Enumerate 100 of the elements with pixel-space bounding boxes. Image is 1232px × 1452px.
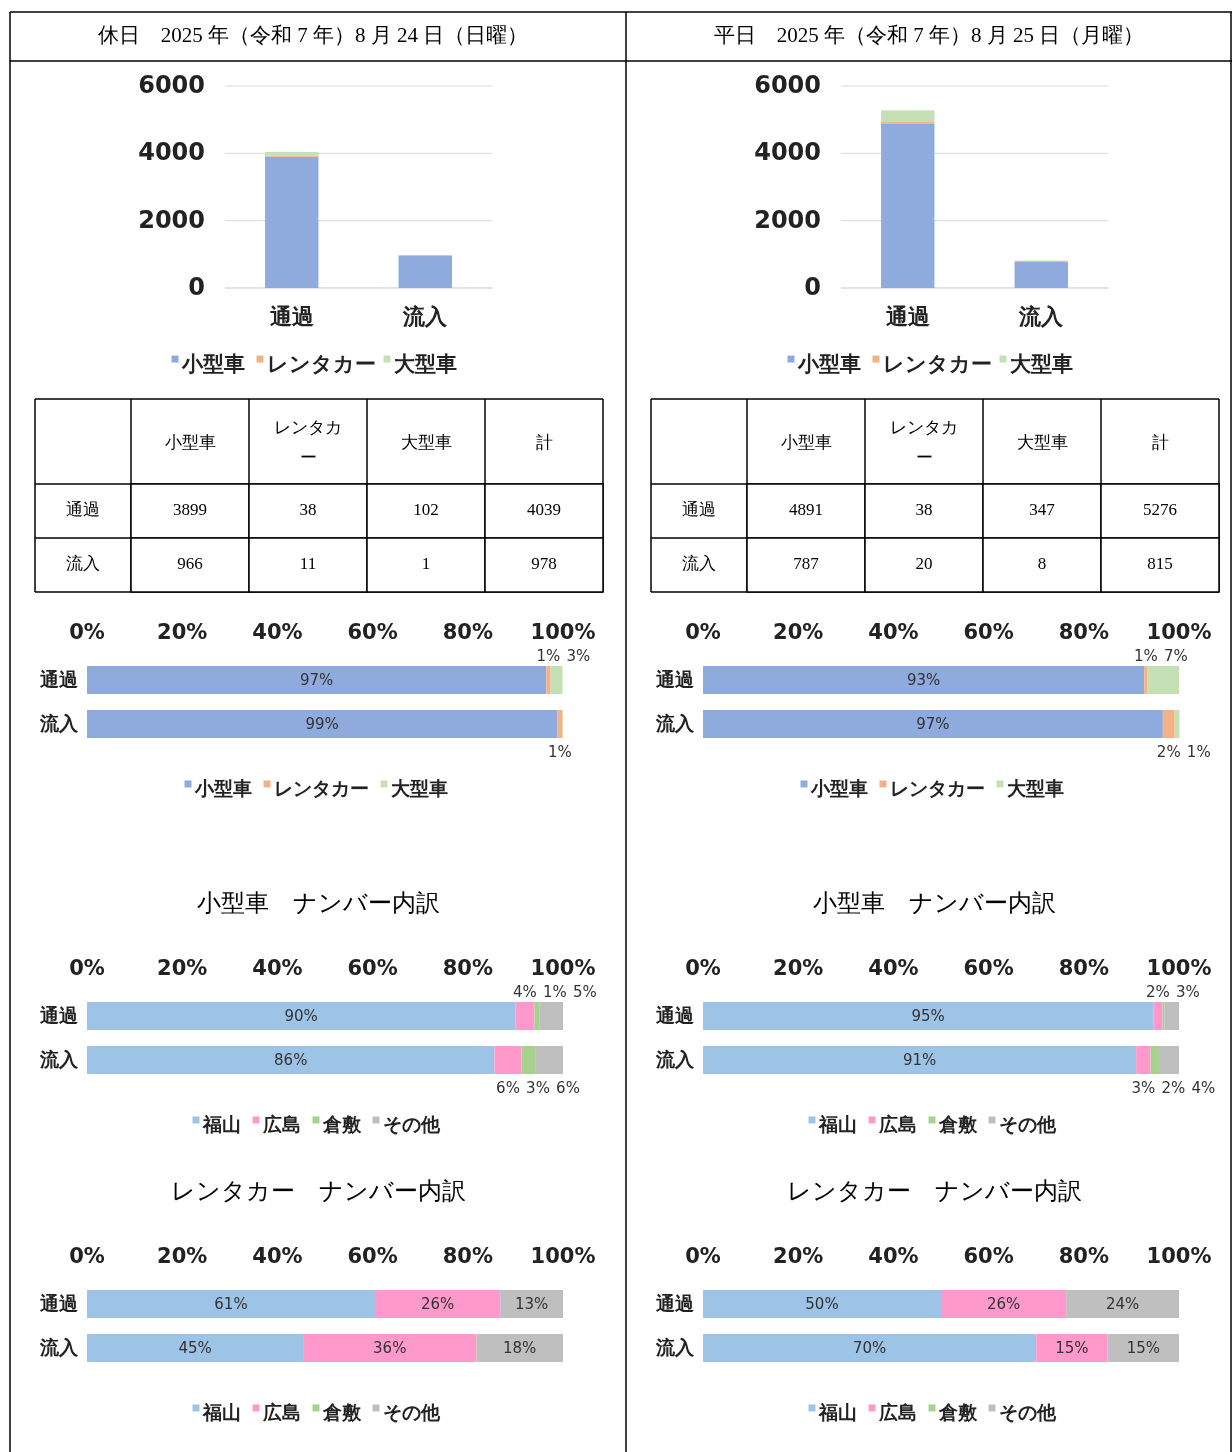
- x-tick-label: 通過: [884, 304, 930, 329]
- bar: [703, 1046, 1137, 1074]
- legend-label: 倉敷: [937, 1400, 978, 1423]
- legend-label: 福山: [201, 1400, 241, 1423]
- x-tick-label: 20%: [773, 1244, 824, 1268]
- bar: [1107, 1334, 1179, 1362]
- y-tick-label: 通過: [655, 667, 695, 690]
- bar: [87, 1002, 516, 1030]
- x-tick-label: 80%: [442, 1244, 493, 1268]
- bar: [941, 1290, 1067, 1318]
- data-label: 3%: [566, 646, 591, 665]
- data-label: 18%: [503, 1338, 537, 1357]
- y-tick-label: 2000: [754, 205, 821, 234]
- y-tick-label: 通過: [655, 1291, 695, 1314]
- legend-label: 福山: [817, 1112, 857, 1135]
- x-tick-label: 60%: [347, 956, 398, 980]
- bar: [265, 156, 319, 288]
- y-tick-label: 4000: [138, 138, 205, 167]
- legend-label: 小型車: [193, 776, 252, 799]
- bar: [1153, 1002, 1163, 1030]
- y-tick-label: 通過: [39, 1291, 79, 1314]
- legend-label: レンタカー: [266, 352, 376, 376]
- x-tick-label: 40%: [252, 620, 303, 644]
- data-label: 347: [1029, 499, 1056, 519]
- x-tick-label: 小型車: [780, 433, 832, 452]
- data-label: 97%: [916, 714, 950, 733]
- legend-label: レンタカー: [273, 776, 369, 799]
- bar: [1036, 1334, 1108, 1362]
- bar: [87, 1290, 375, 1318]
- chart-title: 平日 2025 年（令和 7 年）8 月 25 日（月曜）: [713, 22, 1145, 47]
- legend-label: 広島: [877, 1112, 917, 1135]
- x-tick-label: 40%: [868, 956, 919, 980]
- x-tick-label: 40%: [252, 956, 303, 980]
- x-tick-label: 80%: [1058, 620, 1109, 644]
- legend-label: 小型車: [180, 352, 245, 376]
- data-label: 6%: [496, 1078, 520, 1097]
- x-tick-label: 計: [1151, 433, 1169, 452]
- y-tick-label: 通過: [39, 667, 79, 690]
- bar: [535, 1046, 563, 1074]
- x-tick-label: 60%: [963, 1244, 1014, 1268]
- data-label: 15%: [1055, 1338, 1089, 1357]
- x-tick-label: 0%: [685, 620, 721, 644]
- x-tick-label: 20%: [157, 620, 208, 644]
- y-tick-label: 4000: [754, 138, 821, 167]
- data-label: 1%: [548, 742, 572, 761]
- data-label: 99%: [305, 714, 339, 733]
- bar: [398, 255, 452, 288]
- data-label: 70%: [852, 1338, 887, 1357]
- data-label: 38: [299, 499, 317, 519]
- data-label: 1%: [1134, 646, 1158, 665]
- chart-title: 休日 2025 年（令和 7 年）8 月 24 日（日曜）: [97, 22, 529, 47]
- data-label: 966: [177, 553, 203, 573]
- bar: [703, 1290, 941, 1318]
- chart-title: レンタカー ナンバー内訳: [170, 1177, 466, 1204]
- data-label: 61%: [214, 1294, 248, 1313]
- bar: [87, 666, 547, 694]
- data-label: 1%: [536, 646, 561, 665]
- data-label: 2%: [1156, 742, 1181, 761]
- legend-label: 倉敷: [321, 1112, 362, 1135]
- bar: [1147, 666, 1179, 694]
- bar: [557, 710, 563, 738]
- legend-label: 大型車: [393, 352, 457, 376]
- legend-label: 大型車: [1006, 776, 1064, 799]
- data-label: 93%: [906, 670, 941, 689]
- bar: [476, 1334, 563, 1362]
- x-tick-label: 計: [535, 433, 553, 452]
- x-tick-label: 80%: [1058, 1244, 1109, 1268]
- data-label: 3899: [173, 499, 207, 519]
- y-tick-label: 流入: [655, 1335, 695, 1358]
- data-label: 978: [531, 553, 557, 573]
- x-tick-label: 20%: [157, 1244, 208, 1268]
- data-label: 4%: [1191, 1078, 1216, 1097]
- bar: [703, 1002, 1154, 1030]
- legend-label: 大型車: [1009, 352, 1073, 376]
- bar: [494, 1046, 522, 1074]
- legend-label: 広島: [261, 1400, 301, 1423]
- data-label: 97%: [300, 670, 334, 689]
- x-tick-label: 20%: [773, 956, 824, 980]
- x-tick-label: 60%: [347, 620, 398, 644]
- x-tick-label: 0%: [69, 620, 105, 644]
- legend-label: 小型車: [809, 776, 868, 799]
- bar: [303, 1334, 477, 1362]
- x-tick-label: 40%: [252, 1244, 303, 1268]
- bar: [703, 1334, 1037, 1362]
- y-tick-label: 流入: [39, 1335, 79, 1358]
- data-label: 26%: [420, 1294, 455, 1313]
- x-tick-label: 通過: [268, 304, 314, 329]
- legend-label: その他: [998, 1112, 1057, 1135]
- data-label: 8: [1037, 553, 1047, 573]
- bar: [521, 1046, 536, 1074]
- y-tick-label: 6000: [138, 71, 205, 99]
- data-label: 11: [299, 553, 317, 573]
- data-label: 4891: [789, 499, 823, 519]
- y-tick-label: 0: [188, 273, 205, 301]
- y-tick-label: 通過: [39, 1003, 79, 1026]
- x-tick-label: 大型車: [1016, 433, 1068, 452]
- data-label: 7%: [1164, 646, 1188, 665]
- data-label: 2%: [1161, 1078, 1186, 1097]
- bar: [550, 666, 563, 694]
- x-tick-label: 80%: [442, 956, 493, 980]
